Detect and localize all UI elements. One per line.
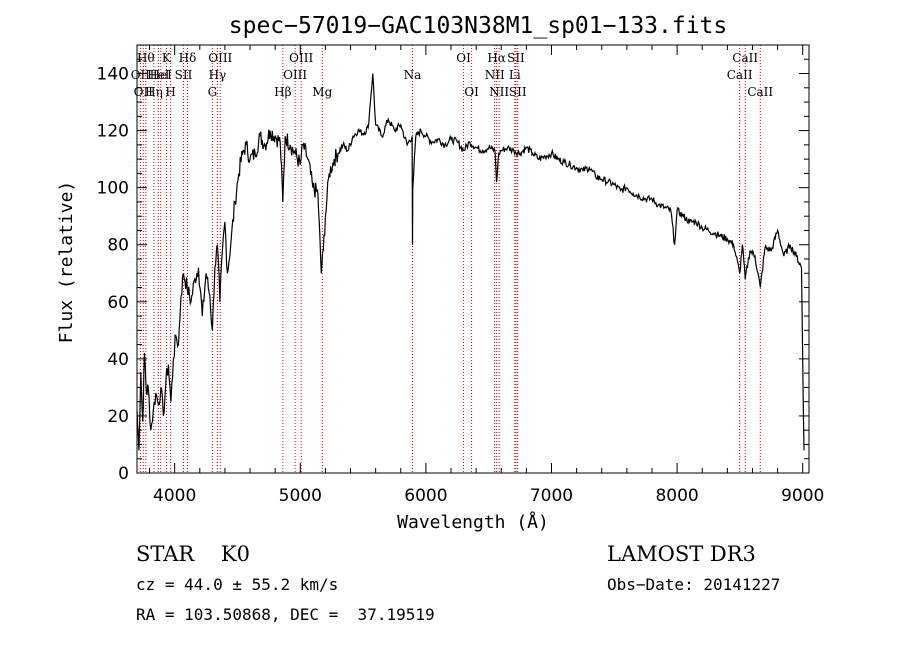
- y-tick-label: 140: [97, 65, 129, 85]
- marker-label-20: NII: [485, 68, 505, 82]
- marker-label-11: Hγ: [209, 68, 227, 82]
- marker-label-16: Mg: [312, 85, 332, 99]
- y-tick-label: 0: [118, 464, 129, 484]
- observation-date: Obs−Date: 20141227: [607, 575, 780, 594]
- line-markers: OIIOIIHθHηHeIHeIKHSIIHδGHγOIIIHβOIIIOIII…: [131, 45, 773, 473]
- x-axis-label: Wavelength (Å): [397, 511, 549, 533]
- marker-label-26: CaII: [727, 68, 753, 82]
- marker-label-14: OIII: [283, 68, 307, 82]
- x-tick-label: 4000: [153, 486, 196, 506]
- marker-label-23: Li: [509, 68, 521, 82]
- marker-label-12: OIII: [208, 51, 232, 65]
- survey-name: LAMOST DR3: [607, 542, 756, 566]
- plot-frame: [136, 44, 810, 474]
- marker-label-24: SII: [507, 51, 525, 65]
- marker-label-13: Hβ: [274, 85, 291, 99]
- marker-label-21: Hα: [487, 51, 506, 65]
- star-classification: STAR K0: [136, 542, 250, 566]
- marker-label-7: H: [165, 85, 175, 99]
- spectrum-series: [136, 73, 805, 451]
- marker-label-17: Na: [404, 68, 422, 82]
- x-tick-label: 8000: [655, 486, 698, 506]
- marker-label-10: G: [208, 85, 218, 99]
- marker-label-27: CaII: [732, 51, 758, 65]
- x-tick-label: 5000: [279, 486, 322, 506]
- x-tick-label: 9000: [781, 486, 824, 506]
- y-tick-label: 40: [107, 350, 129, 370]
- marker-label-15: OIII: [289, 51, 313, 65]
- spectrum-line: [136, 73, 805, 451]
- y-tick-label: 120: [97, 122, 129, 142]
- y-axis-ticks: 0 20 40 60 80 100 120 140: [97, 58, 809, 484]
- chart-title: spec−57019−GAC103N38M1_sp01−133.fits: [229, 13, 728, 39]
- marker-label-1: OII: [134, 85, 154, 99]
- marker-label-4: HeI: [147, 68, 170, 82]
- y-tick-label: 100: [97, 179, 129, 199]
- x-axis-ticks: 4000 5000 6000 7000 8000 9000: [149, 45, 824, 506]
- marker-label-6: K: [162, 51, 172, 65]
- marker-label-18: OI: [456, 51, 471, 65]
- marker-label-19: OI: [464, 85, 479, 99]
- coordinates: RA = 103.50868, DEC = 37.19519: [136, 605, 435, 624]
- marker-label-5: HeI: [150, 68, 173, 82]
- y-tick-label: 20: [107, 407, 129, 427]
- redshift-cz: cz = 44.0 ± 55.2 km/s: [136, 575, 338, 594]
- x-tick-label: 6000: [404, 486, 447, 506]
- marker-label-3: Hη: [145, 85, 163, 99]
- marker-label-25: SII: [509, 85, 527, 99]
- marker-label-22: NII: [489, 85, 509, 99]
- y-axis-label: Flux (relative): [56, 181, 77, 344]
- y-tick-label: 60: [107, 293, 129, 313]
- marker-label-28: CaII: [747, 85, 773, 99]
- marker-label-2: Hθ: [137, 51, 155, 65]
- y-tick-label: 80: [107, 236, 129, 256]
- marker-label-9: Hδ: [179, 51, 197, 65]
- marker-label-8: SII: [175, 68, 193, 82]
- x-tick-label: 7000: [530, 486, 573, 506]
